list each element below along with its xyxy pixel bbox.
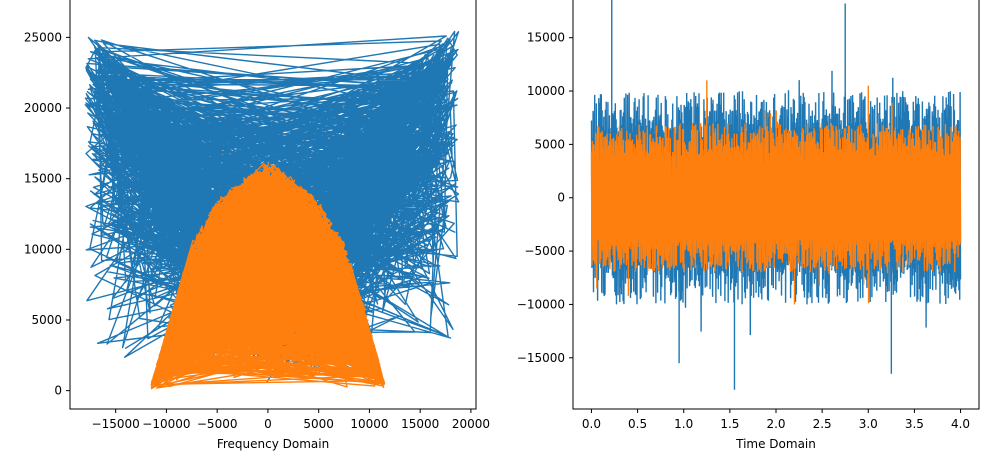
time-y-tick-label: 10000 [527,84,565,98]
time-y-tick-label: 5000 [534,137,565,151]
time-y-tick-label: −15000 [517,351,565,365]
frequency-y-ticks: 0 5000 10000 15000 20000 25000 [24,30,70,398]
frequency-y-tick-label: 0 [54,384,62,398]
frequency-series-1 [150,162,386,390]
frequency-x-tick-label: −10000 [142,417,190,431]
time-y-tick-label: 15000 [527,31,565,45]
time-x-ticks: 0.0 0.5 1.0 1.5 2.0 2.5 3.0 3.5 4.0 [582,409,970,431]
time-x-tick-label: 0.0 [582,417,601,431]
frequency-y-tick-label: 20000 [24,101,62,115]
time-series-group [590,0,962,390]
time-y-tick-label: −10000 [517,297,565,311]
frequency-y-tick-label: 5000 [31,313,62,327]
time-x-tick-label: 4.0 [951,417,970,431]
frequency-x-tick-label: 10000 [350,417,388,431]
frequency-y-tick-label: 15000 [24,172,62,186]
frequency-x-tick-label: −5000 [197,417,238,431]
time-series-1 [590,102,962,304]
frequency-y-tick-label: 25000 [24,30,62,44]
time-y-tick-label: −5000 [524,244,565,258]
time-x-tick-label: 1.0 [674,417,693,431]
time-x-tick-label: 3.5 [905,417,924,431]
frequency-x-ticks: −15000 −10000 −5000 0 5000 10000 15000 20000 [92,409,490,431]
frequency-y-tick-label: 10000 [24,242,62,256]
time-x-tick-label: 1.5 [720,417,739,431]
time-x-tick-label: 3.0 [859,417,878,431]
frequency-series-group [84,30,460,390]
time-y-tick-label: 0 [557,191,565,205]
frequency-x-tick-label: 0 [264,417,272,431]
frequency-domain-plot: −15000 −10000 −5000 0 5000 10000 15000 20000 0 5… [24,0,490,451]
time-x-tick-label: 2.5 [813,417,832,431]
frequency-x-tick-label: 15000 [401,417,439,431]
time-x-axis-label: Time Domain [735,437,816,451]
time-domain-plot: 0.0 0.5 1.0 1.5 2.0 2.5 3.0 3.5 4.0 −15000 −10000… [517,0,980,451]
frequency-x-tick-label: 20000 [452,417,490,431]
frequency-x-tick-label: 5000 [303,417,334,431]
time-x-tick-label: 0.5 [628,417,647,431]
time-y-ticks: −15000 −10000 −5000 0 5000 10000 15000 [517,31,573,365]
frequency-x-tick-label: −15000 [92,417,140,431]
frequency-x-axis-label: Frequency Domain [217,437,329,451]
frequency-series-0 [84,30,460,383]
frequency-plot-frame [69,0,477,410]
time-x-tick-label: 2.0 [766,417,785,431]
